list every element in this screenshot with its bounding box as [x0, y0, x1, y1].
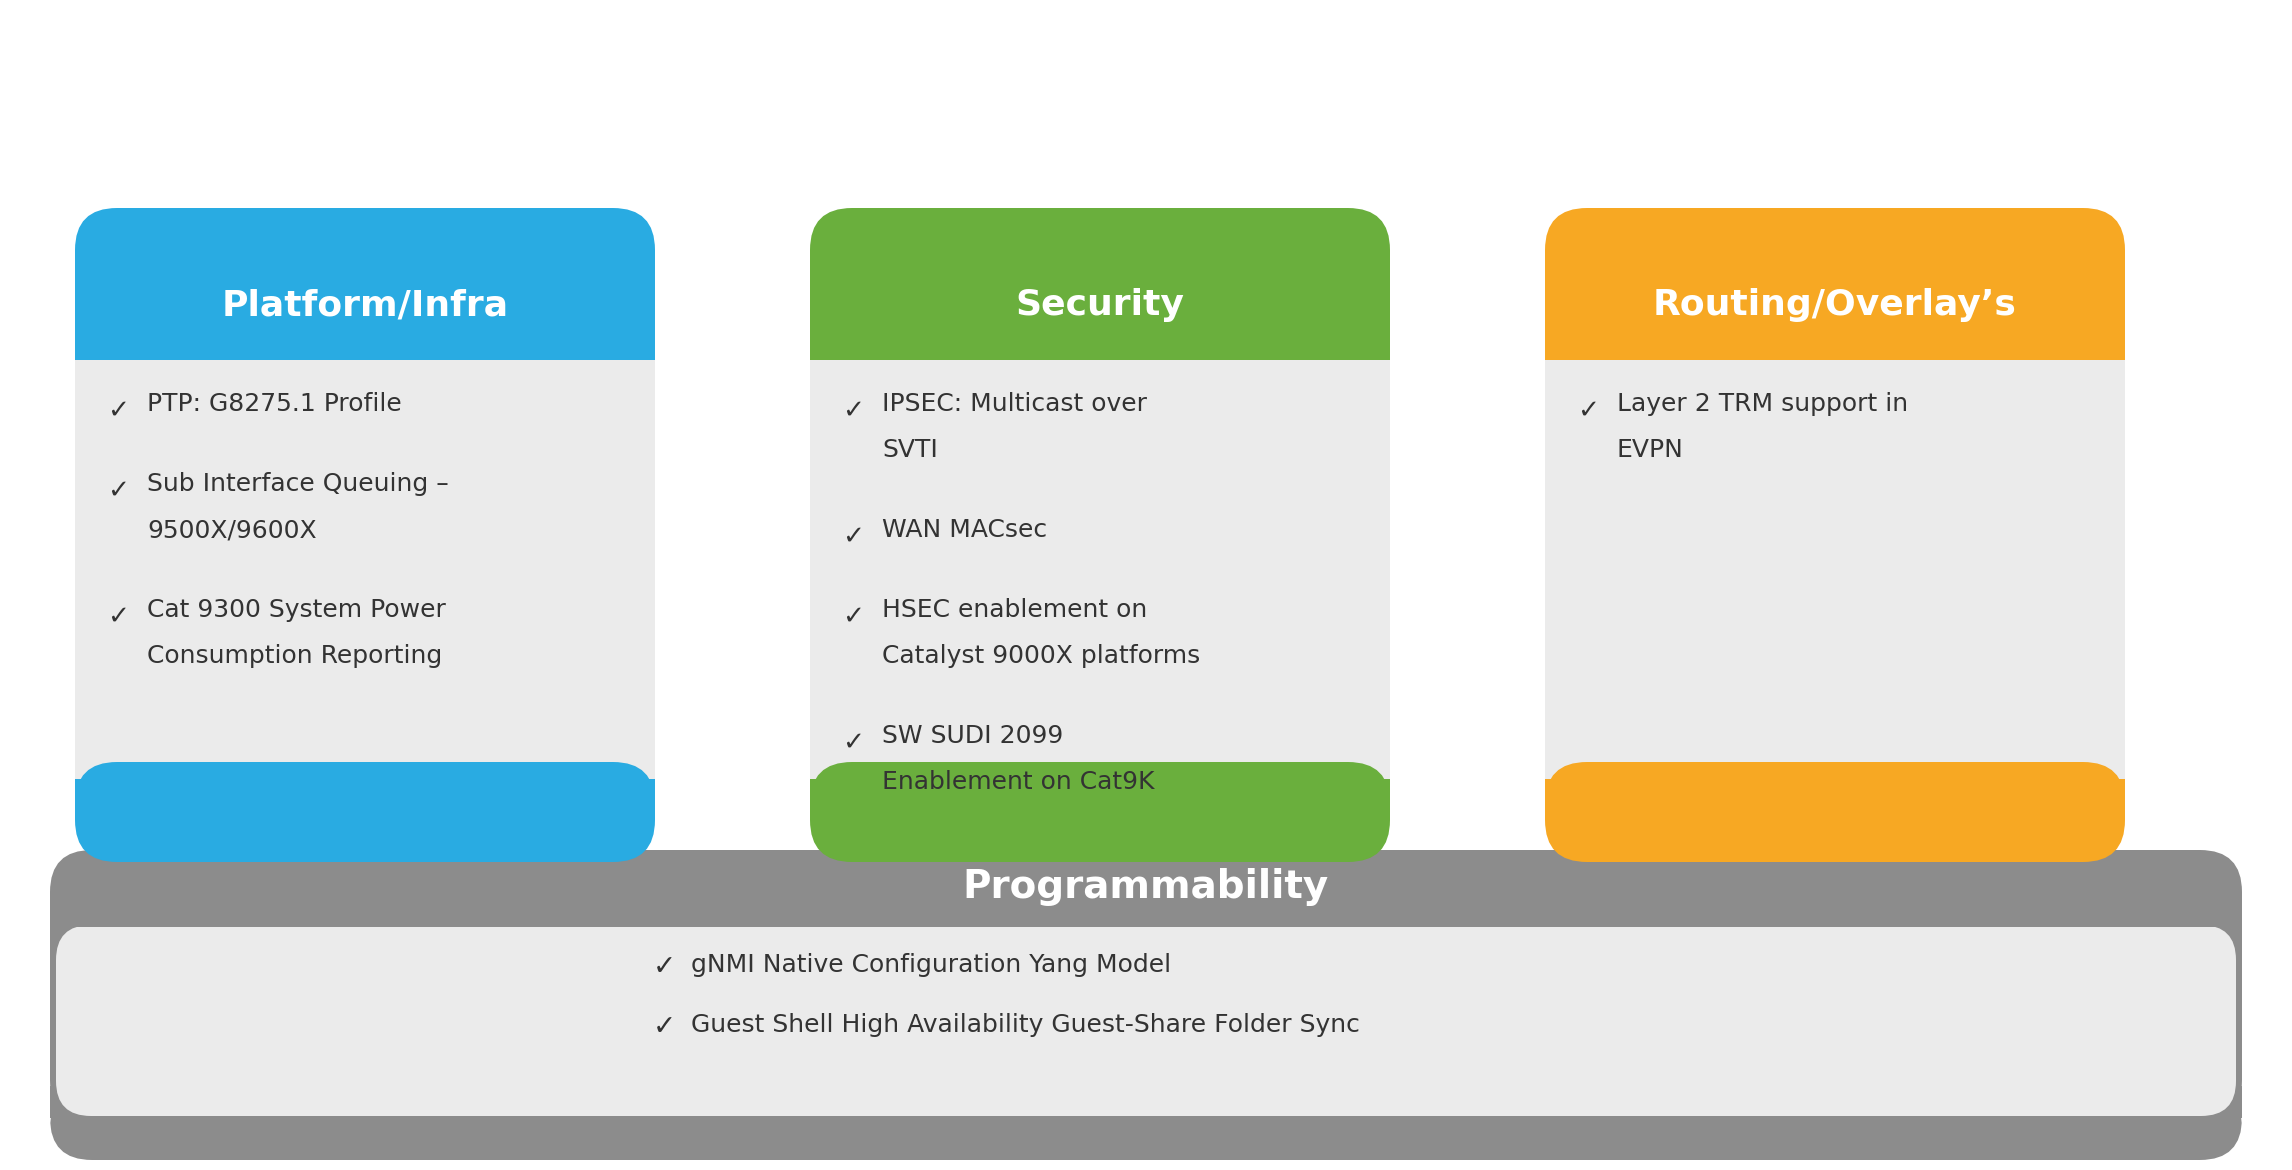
FancyBboxPatch shape — [76, 250, 656, 820]
FancyBboxPatch shape — [50, 1086, 2242, 1159]
FancyBboxPatch shape — [1545, 208, 2125, 360]
Bar — [55, 918, 2237, 927]
Bar — [809, 794, 1389, 820]
FancyBboxPatch shape — [76, 208, 656, 360]
FancyBboxPatch shape — [809, 208, 1389, 360]
Bar — [1545, 310, 2125, 360]
Text: PTP: G8275.1 Profile: PTP: G8275.1 Profile — [147, 392, 401, 417]
Bar — [1545, 794, 2125, 820]
Text: Sub Interface Queuing –: Sub Interface Queuing – — [147, 472, 449, 496]
Text: ✓: ✓ — [108, 604, 128, 629]
FancyBboxPatch shape — [1545, 762, 2125, 862]
Text: WAN MACsec: WAN MACsec — [882, 518, 1047, 542]
Text: HSEC enablement on: HSEC enablement on — [882, 598, 1148, 622]
Text: gNMI Native Configuration Yang Model: gNMI Native Configuration Yang Model — [690, 954, 1171, 977]
Text: IPSEC: Multicast over: IPSEC: Multicast over — [882, 392, 1146, 417]
Text: Catalyst 9000X platforms: Catalyst 9000X platforms — [882, 644, 1201, 668]
Text: EVPN: EVPN — [1616, 438, 1685, 462]
Text: ✓: ✓ — [841, 604, 864, 629]
Text: Cat 9300 System Power: Cat 9300 System Power — [147, 598, 447, 622]
Text: SVTI: SVTI — [882, 438, 937, 462]
Text: Enablement on Cat9K: Enablement on Cat9K — [882, 770, 1155, 794]
Text: ✓: ✓ — [108, 479, 128, 504]
Bar — [50, 1086, 2242, 1119]
Text: Platform/Infra: Platform/Infra — [222, 288, 509, 322]
Text: Consumption Reporting: Consumption Reporting — [147, 644, 442, 668]
Text: Security: Security — [1015, 288, 1185, 322]
Text: ✓: ✓ — [841, 524, 864, 550]
Text: Routing/Overlay’s: Routing/Overlay’s — [1653, 288, 2017, 322]
Bar — [809, 310, 1389, 360]
FancyBboxPatch shape — [55, 925, 2237, 1116]
Bar — [76, 310, 656, 360]
Bar — [1545, 779, 2125, 797]
Text: ✓: ✓ — [653, 954, 676, 980]
Text: SW SUDI 2099: SW SUDI 2099 — [882, 724, 1063, 748]
FancyBboxPatch shape — [809, 762, 1389, 862]
FancyBboxPatch shape — [1545, 250, 2125, 820]
FancyBboxPatch shape — [76, 762, 656, 862]
Text: Layer 2 TRM support in: Layer 2 TRM support in — [1616, 392, 1909, 417]
Text: ✓: ✓ — [108, 398, 128, 424]
Text: Programmability: Programmability — [963, 868, 1329, 907]
Bar — [809, 779, 1389, 797]
Text: ✓: ✓ — [841, 730, 864, 756]
Bar — [76, 794, 656, 820]
FancyBboxPatch shape — [809, 250, 1389, 820]
Bar — [76, 779, 656, 797]
Text: 9500X/9600X: 9500X/9600X — [147, 518, 316, 542]
Text: Guest Shell High Availability Guest-Share Folder Sync: Guest Shell High Availability Guest-Shar… — [690, 1013, 1359, 1037]
Text: ✓: ✓ — [653, 1013, 676, 1041]
FancyBboxPatch shape — [50, 849, 2242, 1122]
Text: ✓: ✓ — [841, 398, 864, 424]
Text: ✓: ✓ — [1577, 398, 1600, 424]
